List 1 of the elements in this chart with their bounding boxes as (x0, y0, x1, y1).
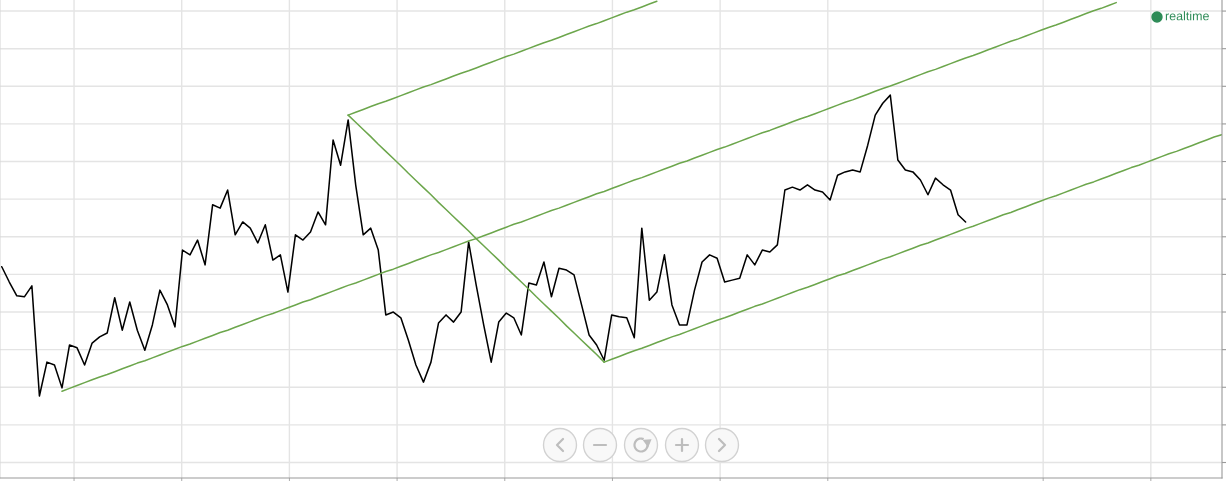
annotation: realtime (1165, 11, 1209, 21)
